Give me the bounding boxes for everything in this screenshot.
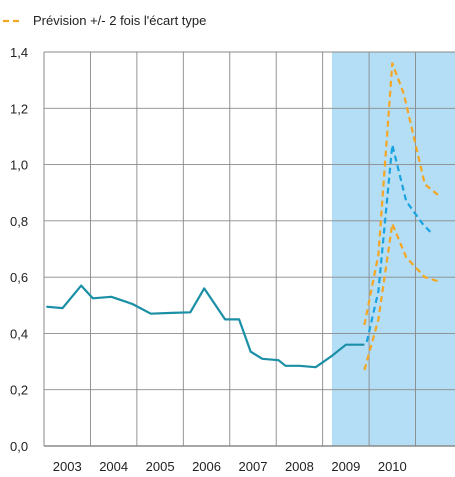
y-tick-label: 0,0 <box>10 439 28 454</box>
series-line-1 <box>365 143 433 343</box>
x-tick-label: 2008 <box>285 459 314 474</box>
y-tick-label: 0,8 <box>10 214 28 229</box>
x-tick-label: 2009 <box>331 459 360 474</box>
y-tick-label: 1,0 <box>10 158 28 173</box>
x-tick-label: 2004 <box>99 459 128 474</box>
x-tick-label: 2005 <box>146 459 175 474</box>
series-line-0 <box>46 284 365 369</box>
y-tick-label: 0,4 <box>10 326 28 341</box>
y-tick-label: 1,4 <box>10 45 28 60</box>
legend: Prévision +/- 2 fois l'écart type <box>3 13 206 28</box>
x-tick-label: 2007 <box>239 459 268 474</box>
y-axis: 1,4 1,2 1,0 0,8 0,6 0,4 0,2 0,0 <box>10 45 28 454</box>
forecast-region <box>331 52 455 446</box>
x-tick-label: 2003 <box>53 459 82 474</box>
y-tick-label: 0,2 <box>10 383 28 398</box>
series-line-3 <box>363 62 440 326</box>
y-tick-label: 0,6 <box>10 270 28 285</box>
series-layer <box>46 62 440 371</box>
x-tick-label: 2006 <box>192 459 221 474</box>
x-axis: 2003 2004 2005 2006 2007 2008 2009 2010 <box>53 459 407 474</box>
gridlines <box>44 51 455 447</box>
y-tick-label: 1,2 <box>10 101 28 116</box>
series-line-2 <box>363 222 440 371</box>
x-tick-label: 2010 <box>378 459 407 474</box>
legend-label-forecast: Prévision +/- 2 fois l'écart type <box>33 13 206 28</box>
